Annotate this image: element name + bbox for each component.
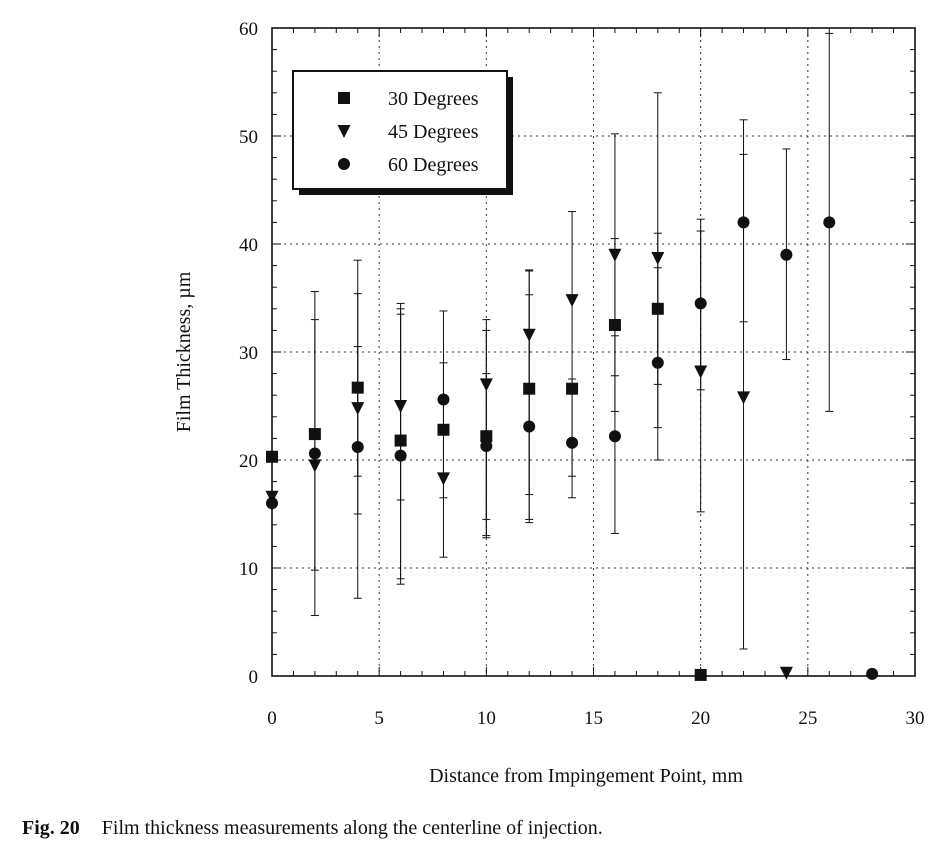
marker-s60 — [480, 439, 493, 452]
x-tick-label: 15 — [584, 708, 603, 729]
legend-box — [292, 70, 508, 190]
marker-s60 — [394, 449, 407, 462]
legend-label-s30: 30 Degrees — [388, 88, 479, 110]
minor-ticks — [271, 27, 916, 677]
x-tick-label: 0 — [267, 708, 277, 729]
marker-s60 — [866, 667, 879, 680]
marker-s30 — [308, 428, 321, 441]
legend-marker-s30 — [338, 92, 350, 104]
legend-label-s45: 45 Degrees — [388, 121, 479, 143]
x-tick-label: 10 — [477, 708, 496, 729]
x-tick-label: 5 — [374, 708, 384, 729]
marker-s45 — [694, 365, 708, 379]
marker-s30 — [651, 302, 664, 315]
marker-s60 — [566, 436, 579, 449]
marker-s30 — [266, 450, 278, 463]
marker-s60 — [780, 248, 793, 261]
marker-s60 — [651, 356, 664, 369]
marker-s45 — [608, 248, 622, 262]
marker-s45 — [351, 402, 365, 416]
y-tick-label: 30 — [239, 343, 258, 364]
marker-s60 — [266, 497, 278, 510]
marker-s45 — [779, 666, 793, 680]
y-tick-label: 40 — [239, 235, 258, 256]
y-tick-label: 10 — [239, 559, 258, 580]
figure-number: Fig. 20 — [22, 817, 80, 839]
marker-s45 — [394, 400, 408, 413]
legend-marker-s60 — [338, 158, 350, 170]
marker-s60 — [308, 447, 321, 460]
marker-s30 — [480, 430, 493, 443]
plot-area — [271, 27, 916, 677]
marker-s45 — [522, 328, 536, 342]
figure-caption: Fig. 20 Film thickness measurements along… — [22, 817, 603, 840]
y-tick-label: 50 — [239, 127, 258, 148]
x-tick-label: 20 — [691, 708, 710, 729]
marker-s30 — [608, 319, 621, 331]
legend: 30 Degrees 45 Degrees 60 Degrees — [292, 70, 513, 195]
marker-s30 — [351, 381, 364, 394]
y-axis-title: Film Thickness, µm — [173, 271, 195, 432]
marker-s45 — [565, 294, 579, 308]
marker-s45 — [308, 459, 322, 473]
marker-s45 — [737, 391, 751, 405]
marker-s60 — [523, 420, 536, 433]
marker-s60 — [608, 430, 621, 443]
marker-s60 — [351, 441, 364, 454]
marker-s60 — [437, 393, 450, 406]
x-axis-title: Distance from Impingement Point, mm — [429, 765, 743, 787]
marker-s45 — [479, 378, 493, 392]
y-tick-labels: 0 10 20 30 40 50 60 — [239, 19, 258, 688]
marker-s45 — [651, 252, 665, 266]
marker-s45 — [436, 472, 450, 486]
marker-s60 — [694, 297, 707, 310]
marker-s60 — [823, 216, 836, 229]
x-tick-labels: 0 5 10 15 20 25 30 — [267, 708, 924, 729]
x-tick-label: 30 — [906, 708, 925, 729]
marker-s30 — [566, 382, 579, 395]
chart: 0 5 10 15 20 25 30 0 10 20 30 40 50 60 Distance from… — [173, 19, 925, 787]
legend-label-s60: 60 Degrees — [388, 154, 479, 176]
marker-s60 — [737, 216, 750, 229]
y-tick-label: 60 — [239, 19, 258, 40]
y-tick-label: 20 — [239, 451, 258, 472]
x-tick-label: 25 — [798, 708, 817, 729]
marker-s30 — [394, 434, 407, 447]
marker-s30 — [523, 382, 536, 395]
marker-s30 — [694, 668, 707, 681]
data-markers — [265, 216, 879, 681]
marker-s30 — [437, 423, 450, 436]
caption-text: Film thickness measurements along the ce… — [101, 817, 603, 839]
legend-marker-s45 — [337, 125, 351, 138]
y-tick-label: 0 — [249, 667, 259, 688]
